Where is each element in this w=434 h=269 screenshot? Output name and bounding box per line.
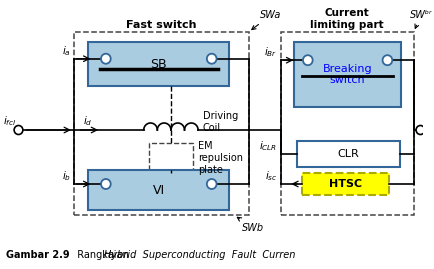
Text: EM
repulsion
plate: EM repulsion plate bbox=[197, 141, 243, 175]
Text: $i_b$: $i_b$ bbox=[62, 169, 71, 183]
Text: SWa: SWa bbox=[251, 10, 281, 30]
Text: $i_{sc}$: $i_{sc}$ bbox=[265, 169, 277, 183]
Text: Hybrid  Superconducting  Fault  Curren: Hybrid Superconducting Fault Curren bbox=[104, 250, 295, 260]
Circle shape bbox=[207, 54, 216, 64]
Circle shape bbox=[101, 179, 111, 189]
Bar bbox=[280, 32, 413, 215]
Bar bbox=[74, 32, 248, 215]
Text: $i_{Br}$: $i_{Br}$ bbox=[264, 45, 277, 59]
Text: Fast switch: Fast switch bbox=[126, 20, 196, 30]
Text: Gambar 2.9: Gambar 2.9 bbox=[6, 250, 69, 260]
Circle shape bbox=[14, 126, 23, 134]
Text: SWᵇʳ: SWᵇʳ bbox=[409, 10, 431, 28]
Text: $i_a$: $i_a$ bbox=[62, 44, 71, 58]
Bar bbox=[88, 42, 229, 86]
Circle shape bbox=[302, 55, 312, 65]
Circle shape bbox=[207, 179, 216, 189]
Circle shape bbox=[381, 55, 391, 65]
Text: HTSC: HTSC bbox=[329, 179, 362, 189]
Text: Current
limiting part: Current limiting part bbox=[309, 8, 383, 30]
Text: CLR: CLR bbox=[337, 149, 358, 159]
Bar bbox=[296, 141, 399, 167]
Text: SB: SB bbox=[150, 58, 167, 70]
Text: Rangkaian: Rangkaian bbox=[71, 250, 132, 260]
Text: $i_{fcl}$: $i_{fcl}$ bbox=[3, 114, 16, 128]
Text: SWb: SWb bbox=[237, 217, 263, 233]
Circle shape bbox=[101, 54, 111, 64]
Bar bbox=[88, 170, 229, 210]
Bar bbox=[148, 143, 193, 173]
Text: $i_d$: $i_d$ bbox=[82, 114, 92, 128]
Text: $i_{CLR}$: $i_{CLR}$ bbox=[259, 139, 277, 153]
Text: VI: VI bbox=[152, 183, 164, 196]
Text: Driving
Coil: Driving Coil bbox=[203, 111, 238, 133]
Bar bbox=[293, 42, 400, 107]
Text: Breaking
switch: Breaking switch bbox=[322, 64, 372, 85]
Circle shape bbox=[415, 126, 424, 134]
Bar bbox=[301, 173, 388, 195]
